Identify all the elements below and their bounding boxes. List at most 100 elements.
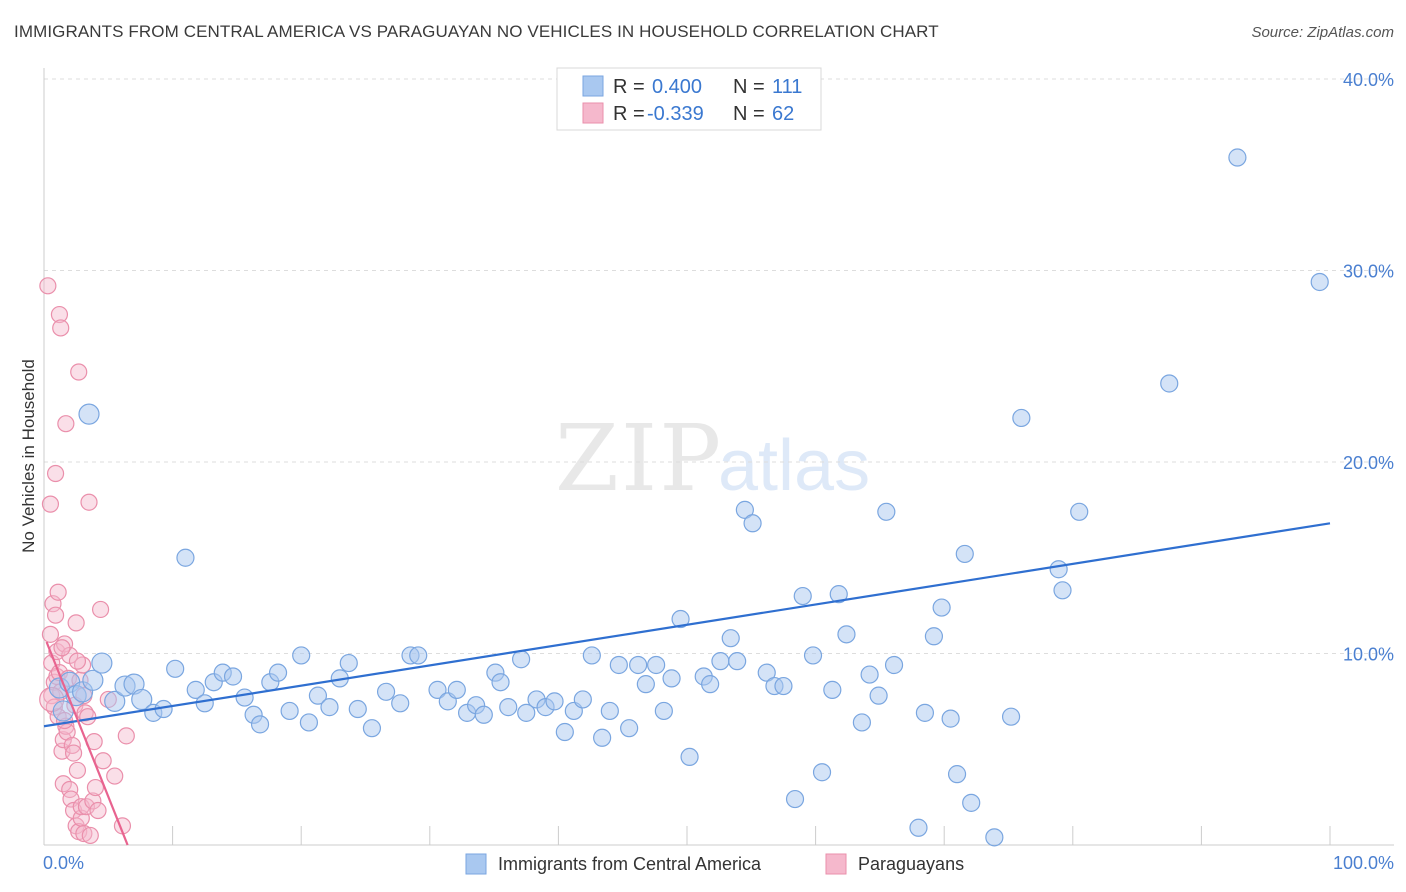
point-central-america	[629, 655, 648, 675]
point-central-america	[235, 688, 254, 707]
point-central-america	[662, 669, 681, 688]
point-paraguayans	[79, 708, 97, 726]
legend-swatch-pink	[582, 102, 604, 124]
trend-line-central-america	[43, 522, 1331, 728]
point-central-america	[1160, 374, 1179, 393]
point-central-america	[1012, 408, 1031, 428]
series-paraguayans	[39, 277, 135, 845]
point-central-america	[186, 680, 205, 699]
point-central-america	[195, 694, 214, 713]
point-central-america	[104, 690, 126, 712]
point-central-america	[166, 659, 185, 678]
point-paraguayans	[80, 493, 98, 511]
axes	[43, 68, 1394, 846]
point-paraguayans	[64, 744, 83, 762]
point-central-america	[91, 652, 113, 674]
point-paraguayans	[84, 792, 102, 810]
bottom-legend-label-pink: Paraguayans	[858, 854, 964, 874]
point-central-america	[582, 646, 601, 665]
point-paraguayans	[89, 801, 107, 820]
point-central-america	[711, 652, 730, 671]
point-central-america	[647, 655, 666, 675]
point-central-america	[884, 655, 904, 675]
point-central-america	[701, 675, 720, 694]
point-central-america	[877, 502, 896, 521]
point-central-america	[728, 652, 747, 671]
legend-r-value-2: -0.339	[647, 103, 704, 125]
point-central-america	[985, 828, 1004, 847]
point-central-america	[680, 747, 699, 767]
point-paraguayans	[39, 277, 57, 295]
point-central-america	[721, 629, 740, 648]
legend-n-label-2: N =	[733, 103, 765, 125]
point-central-america	[793, 586, 812, 606]
point-central-america	[268, 663, 288, 682]
source-label: Source: ZipAtlas.com	[1251, 24, 1394, 41]
point-central-america	[292, 646, 311, 665]
point-central-america	[474, 705, 493, 724]
y-tick-label-30: 30.0%	[1343, 262, 1394, 282]
point-central-america	[376, 682, 396, 701]
point-central-america	[735, 500, 754, 519]
watermark-zip: ZIP	[555, 405, 723, 512]
point-central-america	[947, 765, 967, 784]
point-central-america	[280, 701, 299, 721]
point-central-america	[803, 646, 823, 665]
point-central-america	[609, 655, 628, 675]
point-paraguayans	[86, 778, 105, 797]
point-central-america	[131, 688, 153, 711]
point-central-america	[1228, 148, 1247, 167]
point-central-america	[962, 793, 981, 812]
x-tick-label-max: 100.0%	[1333, 853, 1394, 873]
legend-n-value-1: 111	[772, 76, 802, 98]
point-central-america	[308, 686, 328, 705]
point-central-america	[362, 719, 382, 738]
point-paraguayans	[46, 464, 65, 483]
point-paraguayans	[49, 583, 67, 601]
y-tick-label-40: 40.0%	[1343, 70, 1394, 90]
watermark-atlas: atlas	[718, 426, 870, 506]
point-central-america	[593, 728, 612, 747]
bottom-legend: Immigrants from Central America Paraguay…	[465, 853, 964, 875]
point-paraguayans	[106, 767, 124, 785]
chart-title: IMMIGRANTS FROM CENTRAL AMERICA VS PARAG…	[14, 22, 939, 41]
point-central-america	[924, 627, 944, 646]
point-central-america	[545, 692, 564, 711]
point-central-america	[78, 403, 100, 425]
point-paraguayans	[54, 775, 72, 793]
x-tick-label-min: 0.0%	[43, 853, 84, 873]
legend-r-label-2: R =	[613, 103, 645, 125]
point-paraguayans	[75, 824, 93, 843]
legend-n-label-1: N =	[733, 76, 765, 98]
point-central-america	[348, 699, 367, 719]
point-central-america	[1310, 272, 1329, 292]
point-central-america	[555, 722, 574, 742]
point-central-america	[671, 609, 690, 629]
point-central-america	[299, 713, 319, 732]
point-central-america	[391, 694, 410, 713]
point-central-america	[447, 680, 466, 699]
y-tick-labels: 10.0% 20.0% 30.0% 40.0%	[1343, 70, 1394, 665]
y-tick-label-10: 10.0%	[1343, 645, 1394, 665]
point-paraguayans	[50, 305, 69, 324]
point-central-america	[600, 701, 619, 721]
point-central-america	[491, 673, 510, 692]
point-central-america	[176, 548, 195, 567]
point-central-america	[823, 680, 842, 699]
point-central-america	[1053, 581, 1072, 600]
point-paraguayans	[91, 600, 110, 619]
point-central-america	[517, 703, 536, 722]
legend-n-value-2: 62	[772, 103, 794, 125]
point-paraguayans	[67, 614, 85, 632]
trend-line-paraguayans	[45, 641, 129, 846]
point-paraguayans	[41, 495, 60, 513]
point-central-america	[743, 514, 762, 533]
point-paraguayans	[70, 363, 88, 381]
point-central-america	[785, 789, 805, 809]
point-central-america	[837, 625, 856, 644]
point-paraguayans	[41, 625, 60, 643]
point-central-america	[223, 667, 243, 686]
point-central-america	[829, 585, 848, 604]
point-central-america	[774, 676, 793, 696]
